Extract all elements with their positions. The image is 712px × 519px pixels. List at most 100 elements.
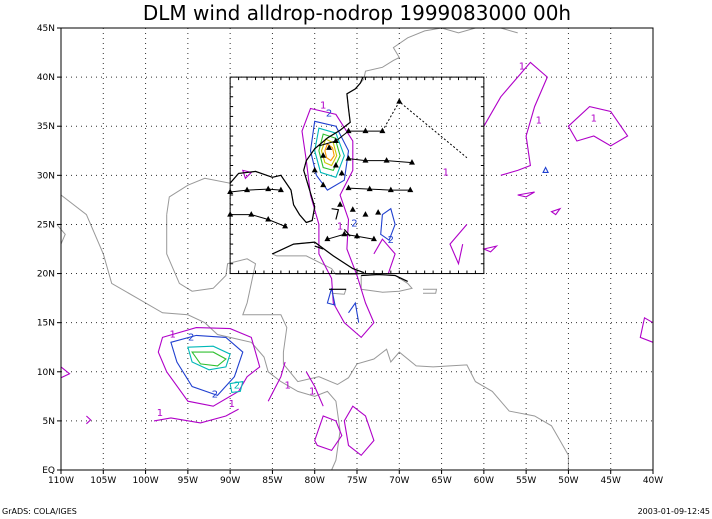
coastline: [60, 194, 341, 471]
contour-line: [301, 107, 375, 339]
contour-layer: [60, 61, 654, 457]
contour-line: [324, 143, 335, 162]
drop-marker: [332, 162, 339, 168]
drop-marker: [324, 235, 331, 242]
drop-marker: [337, 201, 344, 207]
contour-line: [326, 288, 336, 306]
contour-line: [542, 166, 549, 173]
lat-tick-label: 15N: [37, 319, 55, 329]
drop-marker: [265, 185, 272, 192]
contour-label: 1: [443, 167, 449, 178]
lon-tick-label: 40W: [643, 476, 663, 486]
drop-marker: [345, 184, 352, 191]
lon-tick-label: 110W: [48, 476, 74, 486]
drop-marker: [227, 188, 234, 195]
drop-marker: [387, 186, 394, 193]
contour-label: 1: [337, 221, 343, 232]
coastline: [423, 288, 438, 294]
contour-label: 1: [157, 408, 163, 419]
inset-coastline: [361, 273, 408, 282]
inset-coastline: [229, 76, 364, 224]
drop-marker: [396, 98, 403, 104]
contour-label: 1: [519, 61, 525, 72]
contour-line: [187, 345, 231, 371]
contour-line: [639, 316, 654, 343]
coastline: [360, 273, 413, 293]
drop-track: [348, 187, 411, 191]
drop-marker: [341, 230, 348, 237]
lon-tick-label: 85W: [262, 476, 282, 486]
map-title: DLM wind alldrop-nodrop 1999083000 00h: [143, 1, 571, 25]
dropsonde-inset: [227, 76, 485, 290]
contour-line: [482, 245, 499, 253]
contour-label: 1: [536, 115, 542, 126]
lon-tick-label: 45W: [601, 476, 621, 486]
drop-marker: [362, 211, 369, 217]
contour-line: [305, 371, 324, 407]
drop-marker: [349, 206, 356, 212]
contour-line: [449, 224, 468, 266]
lon-tick-label: 55W: [516, 476, 536, 486]
contour-line: [157, 327, 261, 407]
lat-tick-label: 40N: [37, 73, 55, 83]
drop-marker: [408, 159, 415, 165]
drop-marker: [362, 127, 369, 134]
inset-coastline: [314, 245, 324, 250]
contour-line: [60, 366, 71, 379]
lat-tick-label: 5N: [43, 417, 55, 427]
drop-marker: [407, 186, 414, 193]
contour-label: 1: [309, 386, 315, 397]
drop-marker: [311, 166, 318, 173]
drop-track: [230, 188, 281, 193]
drop-track: [327, 233, 374, 240]
contour-line: [191, 351, 227, 367]
contour-line: [309, 120, 350, 191]
contour-line: [550, 207, 562, 216]
contour-label: 1: [284, 380, 290, 391]
lon-tick-label: 50W: [558, 476, 578, 486]
inset-coastline: [272, 241, 365, 274]
drop-marker: [370, 235, 377, 242]
contour-line: [153, 408, 239, 424]
drop-track: [348, 158, 413, 164]
lon-tick-label: 95W: [178, 476, 198, 486]
lon-tick-label: 70W: [389, 476, 409, 486]
drop-marker: [244, 186, 251, 193]
contour-label: 1: [591, 113, 597, 124]
lon-tick-label: 75W: [347, 476, 367, 486]
contour-line: [567, 105, 629, 147]
drop-marker: [265, 216, 272, 222]
contour-line: [86, 415, 92, 425]
drop-track: [230, 214, 286, 227]
contour-label: 2: [326, 108, 332, 119]
axes-frame: 110W 105W 100W 95W 90W 85W 80W 75W 70W 65W 60W 55W 5…: [37, 24, 663, 486]
drop-track: [381, 100, 468, 159]
contour-label: 2: [234, 380, 240, 391]
contour-line: [267, 361, 286, 402]
contour-line: [241, 169, 253, 180]
lon-tick-label: 90W: [220, 476, 240, 486]
lat-tick-label: 35N: [37, 122, 55, 132]
lat-tick-label: 45N: [37, 24, 55, 34]
drop-marker: [366, 185, 373, 192]
footer-left: GrADS: COLA/IGES: [2, 507, 77, 516]
contour-line: [373, 238, 396, 274]
drop-marker: [354, 232, 360, 239]
drop-marker: [227, 211, 234, 217]
drop-marker: [282, 222, 289, 229]
drop-marker: [375, 209, 382, 215]
drop-marker: [277, 186, 284, 193]
contour-line: [343, 405, 375, 457]
inset-coastline: [331, 208, 340, 220]
drop-marker: [383, 157, 390, 163]
contour-label: 2: [351, 218, 357, 229]
drop-marker: [320, 181, 327, 188]
coastline: [500, 27, 518, 34]
drop-marker: [379, 127, 386, 134]
coastline: [166, 214, 569, 470]
lon-tick-label: 105W: [90, 476, 116, 486]
drop-marker: [362, 157, 369, 163]
lat-tick-label: EQ: [42, 466, 55, 476]
contour-line: [483, 61, 548, 176]
